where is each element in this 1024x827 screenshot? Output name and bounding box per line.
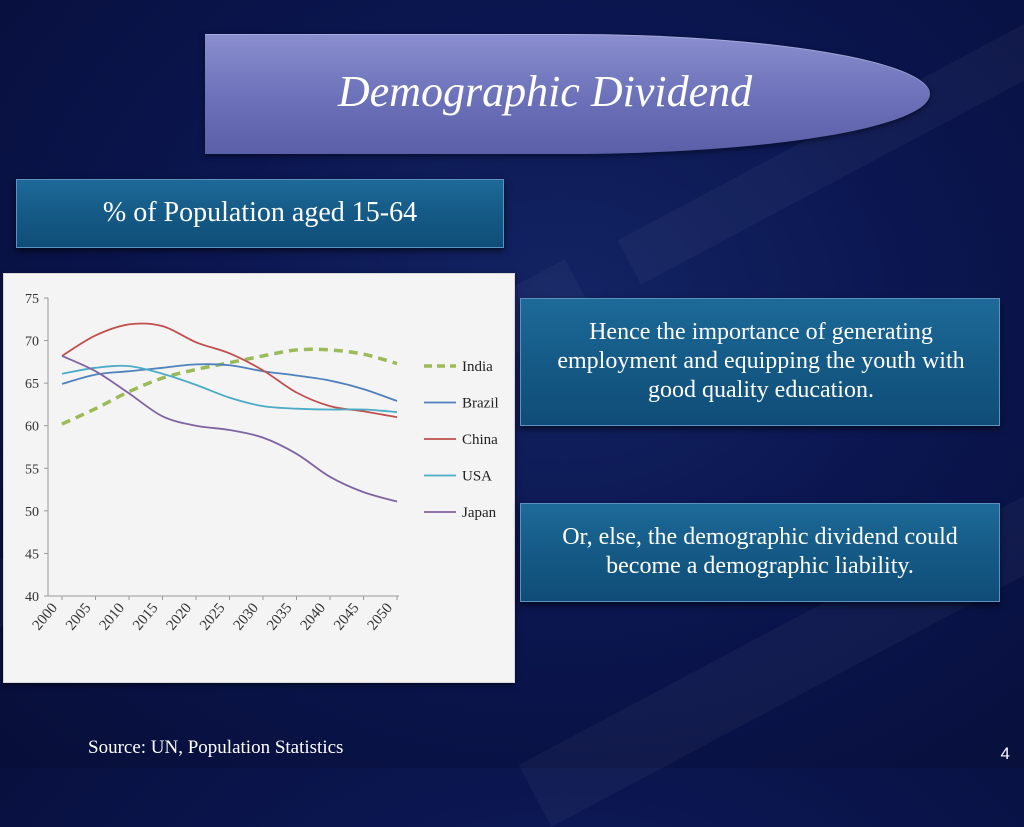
chart-subtitle-box: % of Population aged 15-64 (16, 179, 504, 248)
x-tick-label: 2035 (264, 600, 296, 633)
series-line-india (61, 347, 398, 426)
x-tick-label: 2045 (331, 600, 363, 633)
page-number: 4 (1000, 744, 1010, 763)
y-tick-label: 70 (25, 335, 39, 350)
x-tick-label: 2010 (97, 600, 129, 633)
x-tick-label: 2025 (197, 600, 229, 633)
legend-label-china: China (462, 432, 498, 448)
text-box-liability: Or, else, the demographic dividend could… (520, 503, 1000, 602)
x-tick-label: 2050 (365, 600, 397, 633)
legend-label-india: India (462, 359, 493, 375)
legend-label-japan: Japan (462, 505, 497, 521)
y-tick-label: 40 (25, 590, 39, 605)
series-line-usa (61, 364, 398, 413)
chart-panel: 40 45 50 55 60 65 70 75 2000 2005 2010 2015 2020 2025… (3, 273, 515, 683)
legend-label-brazil: Brazil (462, 396, 499, 412)
y-tick-label: 60 (25, 420, 39, 435)
series-line-china (61, 322, 398, 419)
x-tick-label: 2040 (298, 600, 330, 633)
y-tick-label: 75 (25, 292, 39, 307)
importance-text: Hence the importance of generating emplo… (557, 319, 965, 403)
y-tick-label: 65 (25, 377, 39, 392)
line-chart: 40 45 50 55 60 65 70 75 2000 2005 2010 2015 2020 2025… (25, 292, 499, 634)
x-tick-label: 2030 (231, 600, 263, 633)
y-tick-label: 50 (25, 505, 39, 520)
series-line-brazil (61, 363, 398, 402)
y-tick-label: 55 (25, 462, 39, 477)
legend-label-usa: USA (462, 469, 492, 485)
x-tick-label: 2000 (30, 600, 62, 633)
text-box-importance: Hence the importance of generating emplo… (520, 298, 1000, 426)
y-tick-label: 45 (25, 547, 39, 562)
series-line-japan (61, 355, 398, 503)
title-banner: Demographic Dividend (205, 34, 930, 154)
chart-subtitle: % of Population aged 15-64 (102, 197, 418, 228)
x-tick-label: 2005 (63, 600, 95, 633)
slide-title: Demographic Dividend (337, 67, 753, 116)
source-note: Source: UN, Population Statistics (88, 737, 344, 758)
x-tick-label: 2020 (164, 600, 196, 633)
x-tick-label: 2015 (130, 600, 162, 633)
liability-text: Or, else, the demographic dividend could… (562, 524, 958, 579)
